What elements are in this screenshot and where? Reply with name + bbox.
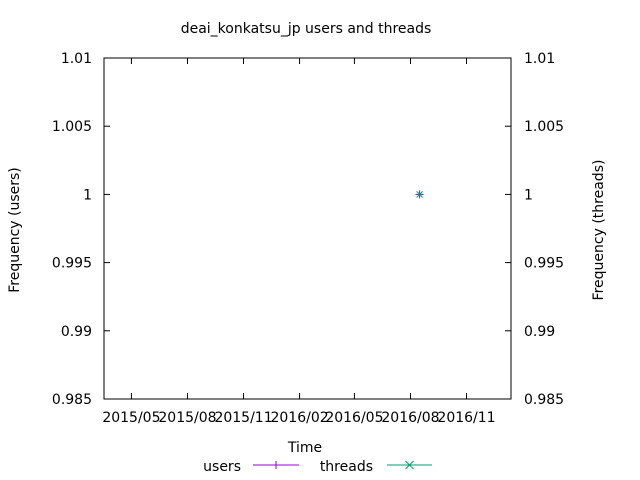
legend-label-threads: threads [320,459,373,475]
x-tick-label: 2016/08 [381,410,439,426]
y-axis-label-right: Frequency (threads) [591,160,607,301]
x-tick-label: 2016/05 [325,410,383,426]
legend-marker-users [272,461,280,469]
y2-tick-label: 1.005 [524,119,564,135]
plot-frame [103,57,512,400]
y2-tick-label: 1 [524,187,533,203]
y-tick-label: 1 [83,187,92,203]
data-marks [415,190,424,199]
legend-label-users: users [203,459,241,475]
y-tick-label: 0.985 [52,392,92,408]
x-tick-label: 2015/11 [214,410,272,426]
x-tick-label: 2016/11 [437,410,495,426]
x-axis-label: Time [287,440,322,456]
y2-tick-label: 0.995 [524,256,564,272]
y2-tick-label: 0.99 [524,324,555,340]
x-tick-label: 2015/08 [158,410,216,426]
y-axis-label-left: Frequency (users) [7,167,23,293]
y-tick-label: 0.995 [52,256,92,272]
y2-tick-label: 0.985 [524,392,564,408]
legend-sample-threads [387,460,432,470]
axes-ticks: 1.01 1.01 1.005 1.005 1 1 0.995 0.995 0.99 0.99 0.… [52,51,564,426]
x-tick-label: 2016/02 [270,410,328,426]
x-tick-label: 2015/05 [102,410,160,426]
y2-tick-label: 1.01 [524,51,555,67]
chart-title: deai_konkatsu_jp users and threads [181,21,432,37]
y-tick-label: 1.005 [52,119,92,135]
y-tick-label: 0.99 [61,324,92,340]
legend: users threads [203,459,432,475]
data-point-threads [416,191,423,198]
y-tick-label: 1.01 [61,51,92,67]
legend-sample-users [253,461,299,469]
legend-marker-threads [405,460,414,470]
